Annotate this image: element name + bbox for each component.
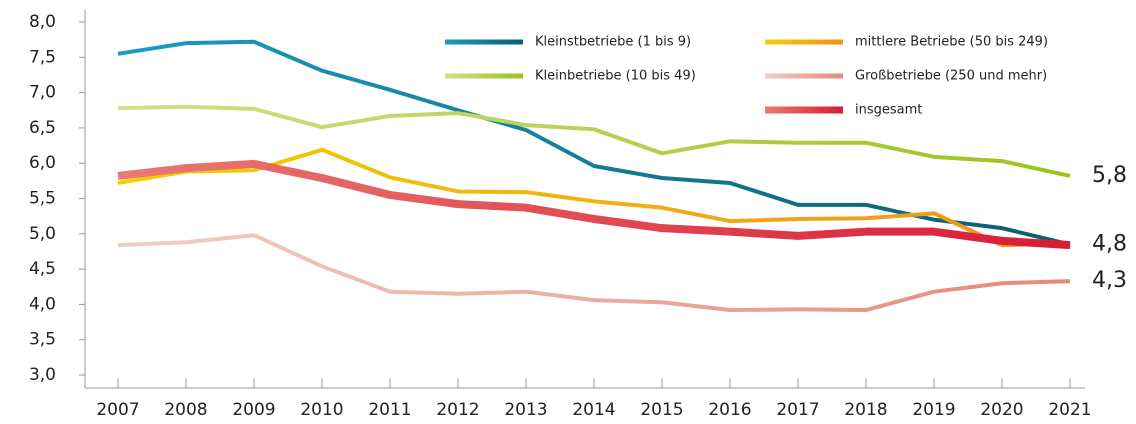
x-tick-label: 2011 [368,400,411,420]
y-tick-label: 6,5 [29,118,56,138]
end-label: 4,3 [1092,268,1127,293]
x-tick-label: 2017 [776,400,819,420]
x-tick-label: 2007 [96,400,139,420]
y-tick-label: 7,5 [29,47,56,67]
x-tick-label: 2016 [708,400,751,420]
legend-label: Großbetriebe (250 und mehr) [855,69,1047,84]
y-tick-label: 4,5 [29,259,56,279]
y-tick-label: 8,0 [29,12,56,32]
x-tick-label: 2010 [300,400,343,420]
y-tick-label: 3,0 [29,365,56,385]
series-line [117,159,1071,250]
legend-label: Kleinbetriebe (10 bis 49) [535,69,696,84]
x-tick-label: 2009 [232,400,275,420]
x-tick-label: 2020 [980,400,1023,420]
series-line [117,147,1071,248]
end-label: 4,8 [1092,231,1127,256]
y-tick-label: 4,0 [29,294,56,314]
y-tick-label: 5,5 [29,189,56,209]
x-tick-label: 2014 [572,400,615,420]
x-tick-label: 2008 [164,400,207,420]
y-tick-label: 3,5 [29,330,56,350]
legend-label: mittlere Betriebe (50 bis 249) [855,35,1048,50]
series-line [117,233,1071,313]
y-tick-label: 7,0 [29,83,56,103]
x-tick-label: 2019 [912,400,955,420]
legend-label: insgesamt [855,103,922,118]
series-line [117,104,1071,178]
end-label: 5,8 [1092,163,1127,188]
x-tick-label: 2015 [640,400,683,420]
y-tick-label: 5,0 [29,224,56,244]
y-tick-label: 6,0 [29,153,56,173]
x-tick-label: 2013 [504,400,547,420]
x-tick-label: 2012 [436,400,479,420]
x-tick-label: 2021 [1048,400,1091,420]
legend-label: Kleinstbetriebe (1 bis 9) [535,35,691,50]
x-tick-label: 2018 [844,400,887,420]
